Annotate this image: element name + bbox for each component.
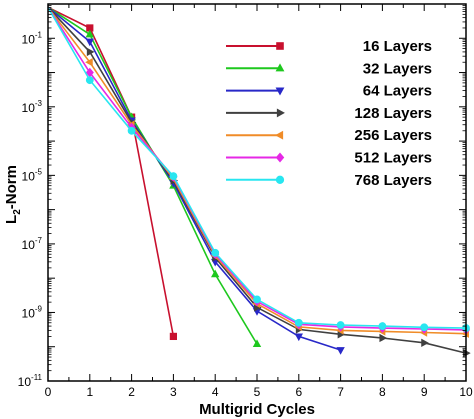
data-point — [379, 333, 388, 343]
legend-label: 64 Layers — [363, 83, 432, 100]
series-line — [47, 6, 341, 351]
legend-marker — [276, 42, 284, 50]
y-tick-label: 10-1 — [22, 30, 43, 46]
data-point — [169, 172, 178, 181]
data-point — [420, 323, 429, 332]
x-tick-label: 4 — [212, 385, 219, 399]
y-tick-label: 10-9 — [22, 304, 43, 320]
y-axis-title-sub: 2 — [12, 209, 23, 215]
series-4 — [47, 6, 471, 358]
y-axis-title-base: L — [3, 215, 20, 224]
legend-marker — [275, 175, 285, 184]
x-tick-label: 3 — [170, 385, 177, 399]
x-tick-label: 7 — [337, 385, 344, 399]
data-point — [85, 76, 94, 85]
legend-label: 16 Layers — [363, 38, 432, 55]
ticks-group: 0 1 2 3 4 5 6 7 8 9 10 10-1 10-3 10-5 10-7 10-9 10-11 — [18, 3, 473, 399]
data-point — [336, 347, 345, 355]
x-tick-label: 8 — [379, 385, 386, 399]
x-tick-label: 1 — [86, 385, 93, 399]
data-point — [253, 295, 261, 304]
y-tick-label: 10-5 — [22, 167, 43, 183]
x-tick-label: 9 — [421, 385, 428, 399]
y-axis-title: L2-Norm — [3, 165, 23, 224]
x-tick-label: 0 — [45, 385, 52, 399]
legend: 16 Layers 32 Layers 64 Layers 128 Layers 256… — [226, 38, 432, 189]
y-axis-title-rest: -Norm — [3, 165, 20, 209]
legend-label: 512 Layers — [354, 150, 432, 167]
series-1 — [47, 6, 177, 341]
data-point — [85, 38, 94, 47]
x-tick-label: 2 — [128, 385, 135, 399]
series-7 — [47, 6, 470, 333]
legend-marker — [275, 63, 285, 72]
data-point — [294, 318, 303, 327]
legend-marker — [276, 108, 285, 118]
legend-label: 256 Layers — [354, 127, 432, 144]
series-line — [47, 6, 258, 345]
legend-entry: 32 Layers — [226, 60, 432, 77]
legend-entry: 512 Layers — [226, 150, 432, 167]
data-point — [336, 321, 345, 329]
series-line — [47, 6, 467, 335]
x-tick-label: 6 — [295, 385, 302, 399]
data-point — [211, 248, 220, 257]
legend-marker — [275, 130, 284, 140]
x-axis-title: Multigrid Cycles — [199, 401, 315, 418]
legend-marker — [275, 87, 285, 96]
y-tick-label: 10-7 — [22, 236, 43, 252]
legend-label: 32 Layers — [363, 60, 432, 77]
data-point — [85, 29, 94, 38]
data-point — [294, 333, 303, 342]
series-line — [47, 6, 467, 329]
data-point — [85, 58, 93, 67]
series-line — [47, 6, 175, 337]
data-point — [169, 332, 177, 341]
data-point — [211, 269, 220, 278]
x-tick-label: 10 — [459, 385, 473, 399]
legend-entry: 16 Layers — [226, 38, 432, 55]
data-point — [378, 322, 387, 331]
legend-marker — [275, 152, 285, 163]
data-point — [86, 47, 95, 57]
legend-label: 128 Layers — [354, 105, 432, 122]
y-tick-label: 10-11 — [18, 373, 43, 389]
series-line — [47, 6, 467, 331]
series-group — [47, 6, 471, 358]
y-tick-label: 10-3 — [22, 99, 43, 115]
x-tick-label: 5 — [254, 385, 261, 399]
legend-entry: 64 Layers — [226, 83, 432, 100]
data-point — [127, 126, 136, 135]
data-point — [421, 338, 429, 348]
legend-entry: 128 Layers — [226, 105, 432, 122]
legend-entry: 768 Layers — [226, 172, 432, 189]
legend-label: 768 Layers — [354, 172, 432, 189]
series-6 — [47, 6, 471, 335]
legend-entry: 256 Layers — [226, 127, 432, 144]
data-point — [252, 339, 262, 347]
